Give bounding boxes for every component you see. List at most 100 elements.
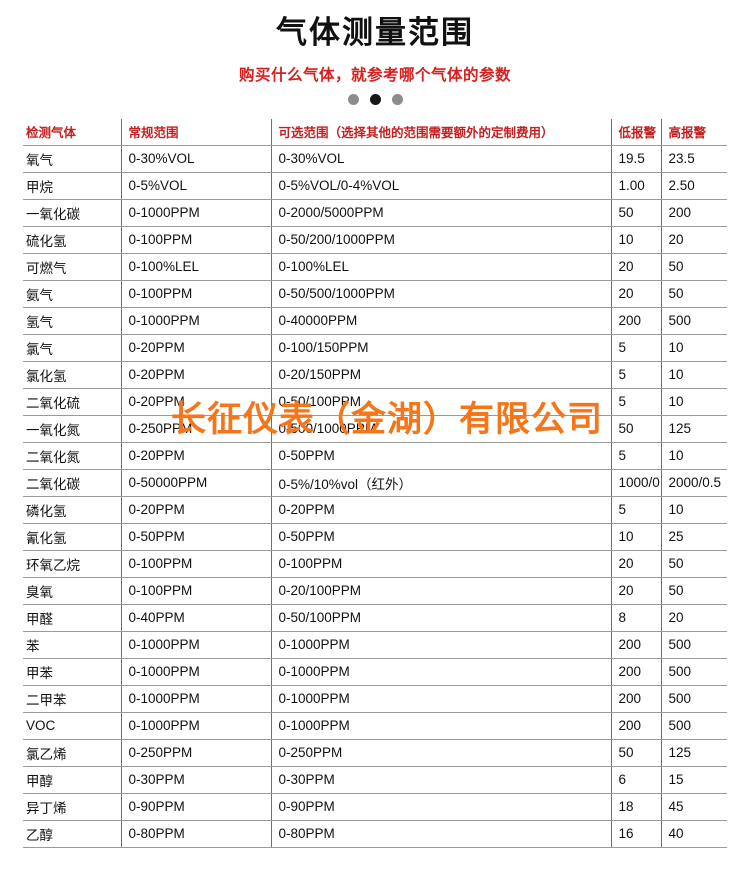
cell-high-alarm: 40	[661, 820, 727, 848]
cell-high-alarm: 500	[661, 631, 727, 659]
cell-optional-range: 0-50/100PPM	[271, 388, 612, 416]
cell-low-alarm: 5	[611, 388, 662, 416]
cell-gas: 异丁烯	[23, 793, 122, 821]
table-header-row: 检测气体 常规范围 可选范围（选择其他的范围需要额外的定制费用） 低报警 高报警	[23, 118, 727, 146]
table-row: 一氧化碳 0-1000PPM 0-2000/5000PPM 50 200	[23, 199, 727, 227]
page-subtitle: 购买什么气体，就参考哪个气体的参数	[238, 66, 511, 84]
cell-standard-range: 0-40PPM	[121, 604, 272, 632]
cell-optional-range: 0-100/150PPM	[271, 334, 612, 362]
cell-standard-range: 0-30PPM	[121, 766, 272, 794]
cell-optional-range: 0-20PPM	[271, 496, 612, 524]
cell-standard-range: 0-1000PPM	[121, 631, 272, 659]
cell-low-alarm: 8	[611, 604, 662, 632]
table-row: 氨气 0-100PPM 0-50/500/1000PPM 20 50	[23, 280, 727, 308]
table-row: 氯气 0-20PPM 0-100/150PPM 5 10	[23, 334, 727, 362]
cell-gas: 臭氧	[23, 577, 122, 605]
cell-standard-range: 0-90PPM	[121, 793, 272, 821]
cell-high-alarm: 45	[661, 793, 727, 821]
cell-low-alarm: 1000/0.2	[611, 469, 662, 497]
cell-low-alarm: 10	[611, 226, 662, 254]
cell-low-alarm: 5	[611, 334, 662, 362]
cell-gas: 氯乙烯	[23, 739, 122, 767]
cell-optional-range: 0-50/100PPM	[271, 604, 612, 632]
cell-optional-range: 0-5%VOL/0-4%VOL	[271, 172, 612, 200]
cell-low-alarm: 200	[611, 712, 662, 740]
cell-low-alarm: 200	[611, 307, 662, 335]
cell-high-alarm: 50	[661, 577, 727, 605]
cell-high-alarm: 10	[661, 496, 727, 524]
cell-high-alarm: 2000/0.5	[661, 469, 727, 497]
cell-low-alarm: 6	[611, 766, 662, 794]
cell-gas: 一氧化氮	[23, 415, 122, 443]
cell-gas: 氯化氢	[23, 361, 122, 389]
cell-optional-range: 0-90PPM	[271, 793, 612, 821]
cell-high-alarm: 15	[661, 766, 727, 794]
table-row: 一氧化氮 0-250PPM 0-500/1000PPM 50 125	[23, 415, 727, 443]
cell-low-alarm: 5	[611, 361, 662, 389]
cell-gas: 二甲苯	[23, 685, 122, 713]
cell-gas: VOC	[23, 712, 122, 740]
cell-gas: 二氧化碳	[23, 469, 122, 497]
cell-optional-range: 0-50PPM	[271, 442, 612, 470]
cell-low-alarm: 200	[611, 658, 662, 686]
cell-optional-range: 0-1000PPM	[271, 685, 612, 713]
cell-high-alarm: 23.5	[661, 145, 727, 173]
table-row: 甲苯 0-1000PPM 0-1000PPM 200 500	[23, 658, 727, 686]
cell-high-alarm: 50	[661, 550, 727, 578]
cell-high-alarm: 500	[661, 685, 727, 713]
cell-gas: 氨气	[23, 280, 122, 308]
cell-high-alarm: 500	[661, 307, 727, 335]
column-header-optional: 可选范围（选择其他的范围需要额外的定制费用）	[271, 118, 612, 146]
gas-range-table: 检测气体 常规范围 可选范围（选择其他的范围需要额外的定制费用） 低报警 高报警…	[23, 118, 727, 848]
cell-high-alarm: 10	[661, 361, 727, 389]
cell-low-alarm: 200	[611, 631, 662, 659]
cell-optional-range: 0-1000PPM	[271, 712, 612, 740]
cell-optional-range: 0-2000/5000PPM	[271, 199, 612, 227]
cell-low-alarm: 50	[611, 415, 662, 443]
cell-low-alarm: 18	[611, 793, 662, 821]
table-row: 二氧化碳0-50000PPM0-5%/10%vol（红外）1000/0.2200…	[23, 469, 727, 497]
cell-high-alarm: 10	[661, 388, 727, 416]
table-row: 甲烷 0-5%VOL 0-5%VOL/0-4%VOL 1.00 2.50	[23, 172, 727, 200]
cell-standard-range: 0-20PPM	[121, 442, 272, 470]
dot-icon-3	[391, 93, 403, 105]
table-row: 异丁烯 0-90PPM 0-90PPM 18 45	[23, 793, 727, 821]
cell-high-alarm: 2.50	[661, 172, 727, 200]
cell-high-alarm: 10	[661, 442, 727, 470]
table-row: VOC 0-1000PPM 0-1000PPM 200 500	[23, 712, 727, 740]
cell-high-alarm: 20	[661, 226, 727, 254]
cell-standard-range: 0-1000PPM	[121, 712, 272, 740]
cell-standard-range: 0-250PPM	[121, 739, 272, 767]
cell-high-alarm: 500	[661, 712, 727, 740]
cell-gas: 乙醇	[23, 820, 122, 848]
cell-standard-range: 0-80PPM	[121, 820, 272, 848]
table-row: 氯乙烯 0-250PPM 0-250PPM 50 125	[23, 739, 727, 767]
cell-high-alarm: 125	[661, 415, 727, 443]
cell-optional-range: 0-1000PPM	[271, 658, 612, 686]
cell-gas: 苯	[23, 631, 122, 659]
column-header-gas: 检测气体	[23, 118, 122, 146]
cell-standard-range: 0-100PPM	[121, 280, 272, 308]
page-header: 气体测量范围 购买什么气体，就参考哪个气体的参数	[0, 0, 750, 105]
cell-low-alarm: 200	[611, 685, 662, 713]
table-row: 二氧化硫 0-20PPM 0-50/100PPM 5 10	[23, 388, 727, 416]
table-row: 氰化氢 0-50PPM 0-50PPM 10 25	[23, 523, 727, 551]
cell-high-alarm: 50	[661, 253, 727, 281]
cell-low-alarm: 19.5	[611, 145, 662, 173]
dot-decoration	[0, 93, 750, 105]
cell-optional-range: 0-1000PPM	[271, 631, 612, 659]
table-row: 甲醛 0-40PPM 0-50/100PPM 8 20	[23, 604, 727, 632]
cell-optional-range: 0-5%/10%vol（红外）	[271, 469, 612, 497]
cell-gas: 环氧乙烷	[23, 550, 122, 578]
cell-optional-range: 0-250PPM	[271, 739, 612, 767]
cell-high-alarm: 20	[661, 604, 727, 632]
cell-low-alarm: 20	[611, 577, 662, 605]
cell-standard-range: 0-30%VOL	[121, 145, 272, 173]
cell-optional-range: 0-500/1000PPM	[271, 415, 612, 443]
dot-icon-1	[347, 93, 359, 105]
cell-optional-range: 0-80PPM	[271, 820, 612, 848]
cell-standard-range: 0-1000PPM	[121, 658, 272, 686]
cell-optional-range: 0-50/200/1000PPM	[271, 226, 612, 254]
table-body: 氧气 0-30%VOL 0-30%VOL 19.5 23.5 甲烷 0-5%VOL 0-5%V…	[23, 145, 727, 848]
cell-standard-range: 0-50PPM	[121, 523, 272, 551]
